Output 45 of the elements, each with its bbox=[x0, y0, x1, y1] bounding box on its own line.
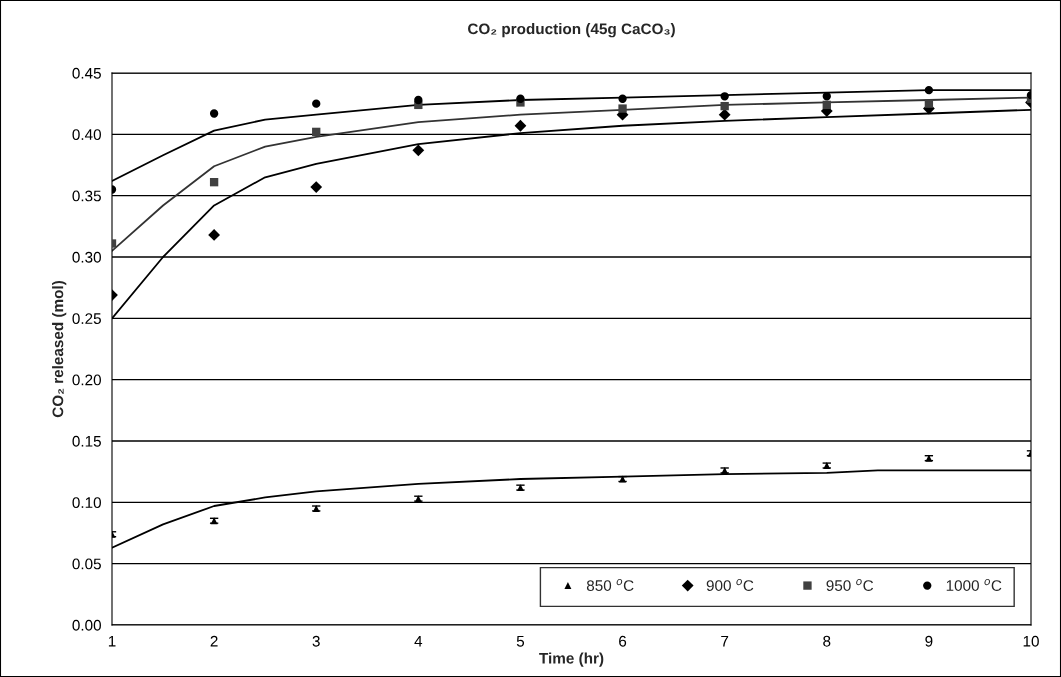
x-tick-label: 7 bbox=[721, 635, 729, 647]
y-tick-label: 0.15 bbox=[72, 435, 101, 447]
x-tick-label: 2 bbox=[210, 635, 218, 647]
x-tick-label: 3 bbox=[312, 635, 320, 647]
point bbox=[618, 94, 627, 103]
point bbox=[414, 95, 423, 105]
y-tick-label: 0.20 bbox=[72, 374, 101, 386]
point bbox=[924, 99, 934, 108]
point bbox=[312, 99, 321, 108]
x-tick-label: 10 bbox=[1023, 635, 1039, 647]
point bbox=[822, 100, 831, 110]
y-tick-label: 0.05 bbox=[72, 558, 101, 570]
x-tick-label: 9 bbox=[925, 635, 933, 647]
y-tick-label: 0.25 bbox=[72, 313, 101, 325]
point bbox=[209, 178, 219, 187]
y-tick-label: 0.30 bbox=[72, 251, 101, 263]
point bbox=[618, 104, 627, 113]
y-tick-label: 0.00 bbox=[72, 619, 101, 631]
legend-label: 950 $^{o}$C bbox=[826, 579, 874, 591]
y-tick-label: 0.10 bbox=[72, 497, 101, 509]
x-tick-label: 1 bbox=[108, 635, 116, 647]
point bbox=[822, 92, 831, 101]
x-tick-label: 4 bbox=[414, 635, 423, 647]
y-axis-title: CO₂ released (mol) bbox=[52, 280, 67, 418]
legend-label: 900 $^{o}$C bbox=[706, 579, 754, 591]
point bbox=[312, 127, 321, 137]
y-tick-label: 0.45 bbox=[72, 67, 101, 79]
point bbox=[514, 119, 527, 132]
y-tick-label: 0.40 bbox=[72, 129, 101, 141]
point bbox=[310, 181, 323, 193]
x-tick-label: 6 bbox=[619, 635, 627, 647]
point bbox=[412, 144, 425, 157]
point bbox=[720, 101, 729, 111]
y-tick-label: 0.35 bbox=[72, 190, 101, 202]
point bbox=[924, 86, 934, 95]
x-tick-label: 5 bbox=[516, 635, 525, 647]
legend-label: 1000 $^{o}$C bbox=[946, 579, 1002, 591]
x-axis-title: Time (hr) bbox=[539, 652, 604, 667]
point bbox=[208, 229, 220, 241]
point bbox=[720, 92, 729, 101]
point bbox=[209, 109, 219, 118]
chart-title: CO₂ production (45g CaCO₃) bbox=[468, 23, 675, 38]
legend-label: 850 $^{o}$C bbox=[586, 579, 634, 591]
point bbox=[516, 94, 525, 103]
x-tick-label: 8 bbox=[823, 635, 831, 647]
